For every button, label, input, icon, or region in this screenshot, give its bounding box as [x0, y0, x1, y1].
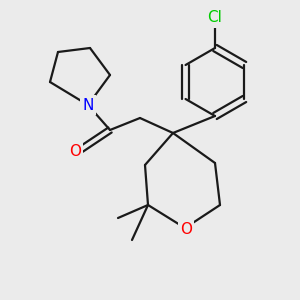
- Text: Cl: Cl: [208, 11, 222, 26]
- Text: O: O: [180, 221, 192, 236]
- Text: N: N: [82, 98, 94, 112]
- Text: O: O: [69, 145, 81, 160]
